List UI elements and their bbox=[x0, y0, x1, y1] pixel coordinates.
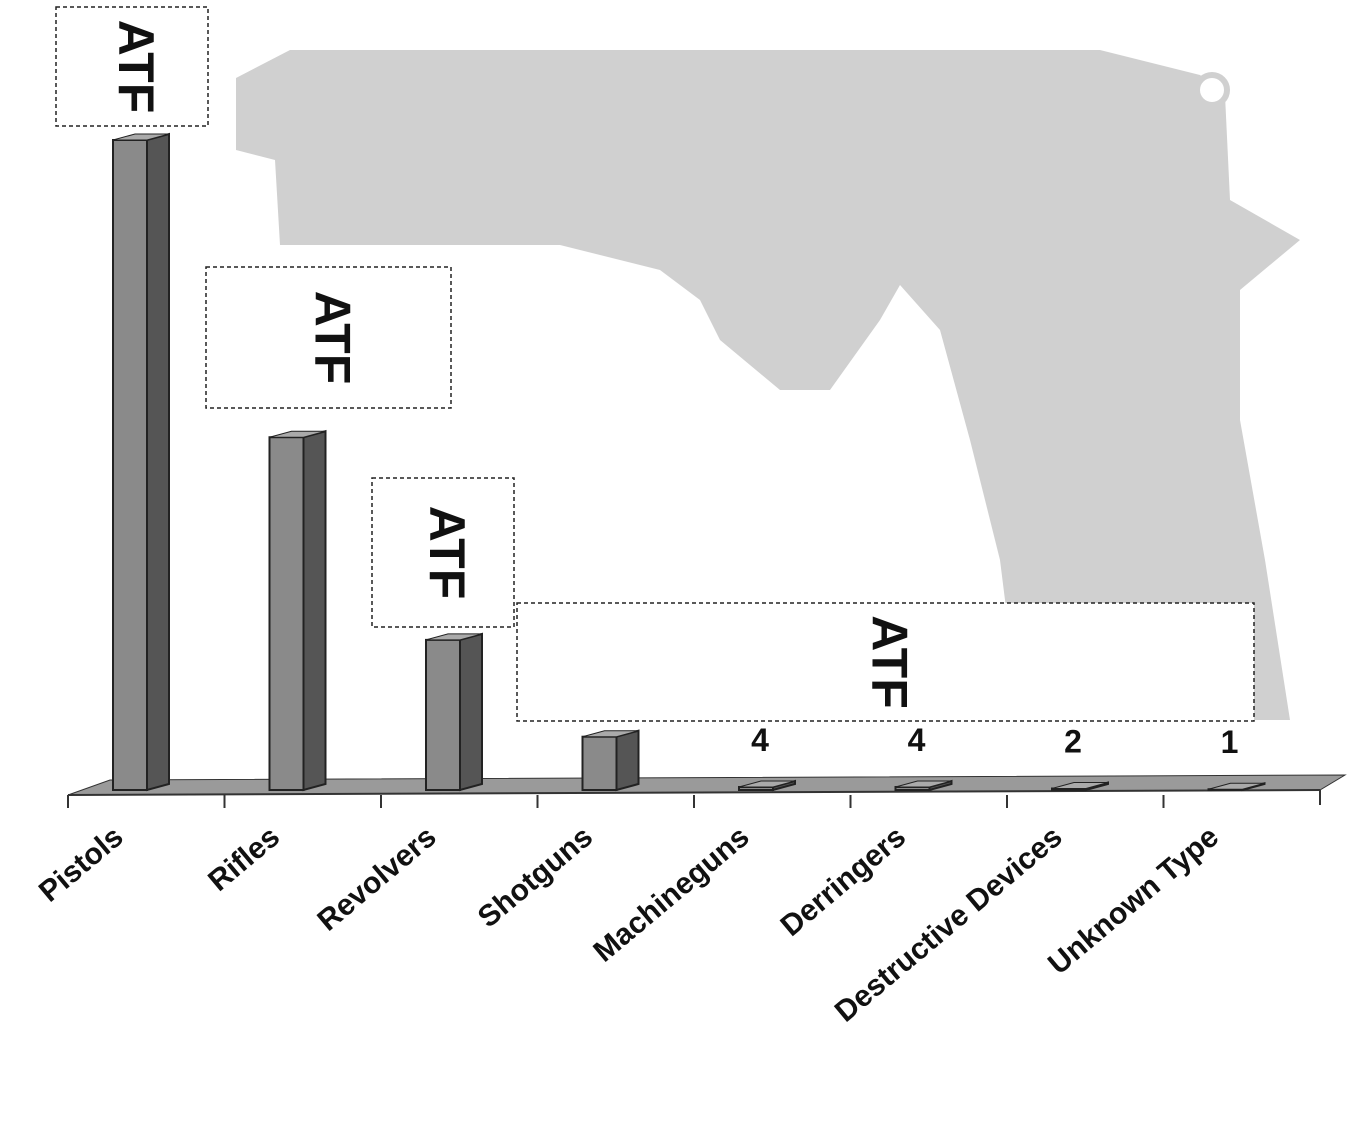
gun-silhouette bbox=[236, 50, 1300, 720]
bar bbox=[1051, 781, 1109, 792]
value-label: 1 bbox=[1221, 724, 1239, 760]
redaction-label: ATF bbox=[861, 615, 917, 708]
bar bbox=[581, 729, 640, 792]
bar-front bbox=[268, 436, 305, 791]
value-label: 2 bbox=[1064, 723, 1082, 759]
redaction-label: ATF bbox=[108, 20, 164, 113]
bar-top bbox=[269, 430, 326, 438]
floor bbox=[67, 774, 1347, 796]
bar-front bbox=[112, 139, 148, 791]
bar bbox=[425, 632, 483, 792]
bar-top bbox=[582, 730, 639, 738]
bar-top bbox=[425, 633, 483, 641]
bar-top bbox=[738, 780, 796, 788]
value-label: 4 bbox=[751, 722, 769, 758]
bar-front bbox=[425, 638, 461, 791]
redaction-label: ATF bbox=[419, 506, 475, 599]
bar-top bbox=[895, 780, 952, 788]
redaction-label: ATF bbox=[304, 291, 360, 384]
bar bbox=[894, 779, 953, 792]
value-label: 4 bbox=[908, 722, 926, 758]
redaction-box bbox=[371, 477, 515, 628]
bar-side bbox=[302, 429, 327, 792]
bar-side bbox=[459, 632, 483, 792]
x-tick-label: Machineguns bbox=[587, 820, 755, 969]
x-tick-label: Unknown Type bbox=[1042, 820, 1225, 981]
x-tick-label: Derringers bbox=[775, 820, 912, 943]
bar-side bbox=[146, 132, 170, 792]
bar-top bbox=[112, 133, 170, 141]
bar bbox=[1207, 781, 1266, 792]
bar-top bbox=[1208, 782, 1265, 790]
bar bbox=[738, 779, 796, 792]
x-tick-label: Revolvers bbox=[311, 820, 442, 937]
redaction-box bbox=[55, 6, 209, 127]
bar bbox=[112, 132, 170, 792]
redaction-box bbox=[205, 266, 452, 409]
x-tick-label: Rifles bbox=[202, 820, 286, 898]
bar-front bbox=[581, 735, 618, 791]
bar-side bbox=[615, 729, 640, 792]
bar bbox=[268, 429, 327, 792]
x-tick-label: Shotguns bbox=[472, 820, 599, 934]
x-tick-label: Pistols bbox=[33, 820, 130, 909]
redaction-box bbox=[516, 602, 1255, 722]
bar-top bbox=[1051, 781, 1109, 789]
